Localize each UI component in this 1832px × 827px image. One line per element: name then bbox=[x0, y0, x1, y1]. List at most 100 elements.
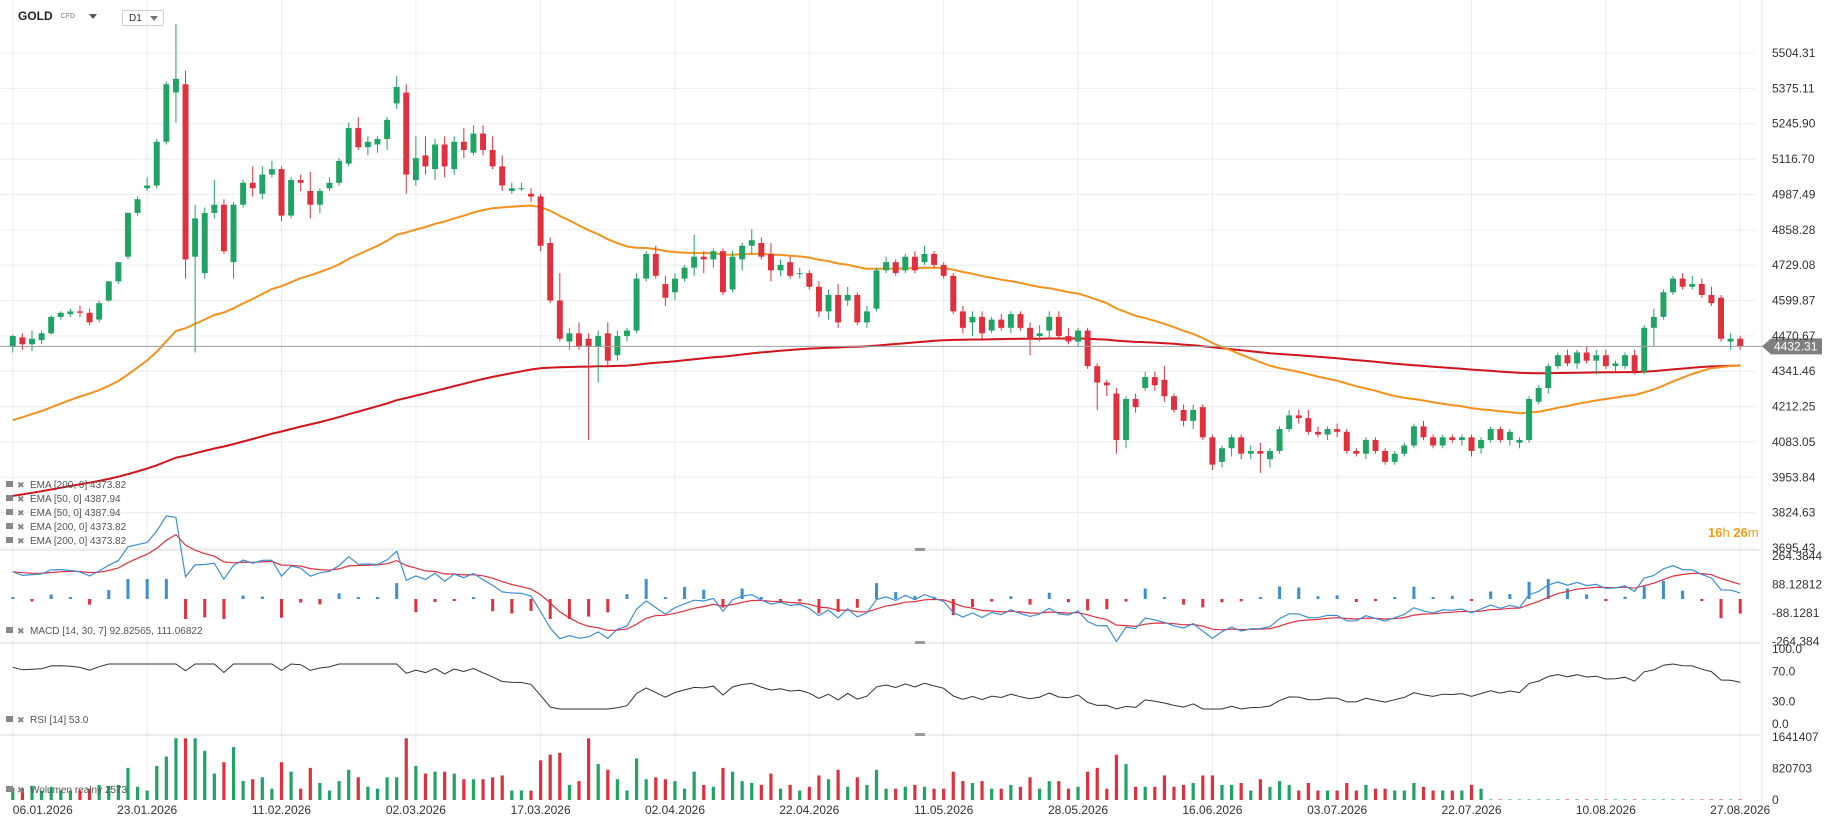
candle-down bbox=[441, 144, 448, 167]
macd-histogram-bar bbox=[587, 599, 591, 617]
candle-up bbox=[633, 278, 640, 331]
close-icon[interactable]: ✖ bbox=[17, 626, 25, 636]
legend-menu-icon[interactable] bbox=[6, 786, 13, 792]
volume-bar bbox=[1700, 799, 1704, 800]
candle-up bbox=[1535, 388, 1542, 402]
volume-bar bbox=[337, 781, 341, 800]
volume-bar bbox=[951, 771, 955, 800]
panel-resize-handle[interactable] bbox=[915, 641, 925, 644]
volume-bar bbox=[999, 788, 1003, 800]
macd-tick-label: -88.1281 bbox=[1772, 606, 1820, 620]
candle-up bbox=[96, 303, 103, 320]
macd-histogram-bar bbox=[855, 599, 859, 608]
legend-menu-icon[interactable] bbox=[6, 481, 13, 487]
volume-bar bbox=[385, 777, 389, 800]
candle-down bbox=[537, 196, 544, 246]
volume-bar bbox=[750, 782, 754, 800]
macd-histogram-bar bbox=[452, 599, 456, 601]
candle-down bbox=[499, 166, 506, 186]
legend-menu-icon[interactable] bbox=[6, 627, 13, 633]
macd-histogram-bar bbox=[1258, 597, 1262, 599]
volume-bar bbox=[1086, 771, 1090, 800]
candle-up bbox=[1401, 445, 1408, 454]
chevron-down-icon[interactable] bbox=[89, 13, 98, 19]
macd-histogram-bar bbox=[1431, 597, 1435, 599]
panel-resize-handle[interactable] bbox=[915, 733, 925, 736]
volume-bar bbox=[836, 769, 840, 800]
volume-bar bbox=[932, 788, 936, 800]
candle-down bbox=[576, 333, 582, 347]
volume-bar bbox=[1393, 790, 1397, 800]
price-tick-label: 4729.08 bbox=[1772, 258, 1816, 272]
candle-down bbox=[1180, 409, 1187, 421]
legend-menu-icon[interactable] bbox=[6, 537, 13, 543]
macd-histogram-bar bbox=[740, 588, 744, 599]
close-icon[interactable]: ✖ bbox=[17, 522, 25, 532]
x-tick-label: 27.08.2026 bbox=[1710, 803, 1770, 817]
macd-histogram-bar bbox=[721, 599, 725, 608]
candle-up bbox=[1458, 437, 1465, 441]
macd-histogram-bar bbox=[1623, 596, 1627, 599]
volume-bar bbox=[375, 788, 380, 800]
volume-bar bbox=[347, 769, 351, 800]
volume-bar bbox=[462, 779, 466, 800]
candle-down bbox=[1718, 297, 1724, 339]
volume-bar bbox=[1345, 782, 1349, 800]
macd-histogram-bar bbox=[1239, 599, 1243, 602]
volume-bar bbox=[203, 750, 207, 800]
close-icon[interactable]: ✖ bbox=[17, 494, 25, 504]
macd-histogram-bar bbox=[241, 595, 245, 599]
close-icon[interactable]: ✖ bbox=[17, 785, 25, 795]
legend-menu-icon[interactable] bbox=[6, 509, 13, 515]
volume-bar bbox=[145, 790, 149, 800]
volume-bar bbox=[586, 738, 591, 800]
price-tick-label: 4858.28 bbox=[1772, 223, 1816, 237]
candle-down bbox=[1564, 355, 1571, 364]
candle-up bbox=[1142, 377, 1149, 389]
macd-histogram-bar bbox=[1585, 594, 1589, 599]
macd-histogram-bar bbox=[817, 599, 821, 614]
candle-up bbox=[902, 256, 909, 271]
candle-up bbox=[384, 119, 391, 140]
candle-up bbox=[1612, 363, 1619, 367]
volume-bar bbox=[116, 784, 120, 800]
panel-resize-handle[interactable] bbox=[915, 548, 925, 551]
volume-bar bbox=[1546, 799, 1550, 800]
volume-bar bbox=[279, 762, 284, 800]
legend-menu-icon[interactable] bbox=[6, 495, 13, 501]
candle-down bbox=[700, 256, 707, 260]
candle-countdown: 16h 26m bbox=[1708, 525, 1759, 540]
volume-bar bbox=[155, 765, 159, 800]
candle-down bbox=[998, 319, 1005, 328]
symbol-selector[interactable]: GOLD CFD bbox=[18, 9, 98, 23]
volume-bar bbox=[1565, 799, 1570, 800]
macd-legend-label: MACD [14, 30, 7] 92.82565, 111.06822 bbox=[30, 626, 203, 637]
legend-menu-icon[interactable] bbox=[6, 523, 13, 529]
timeframe-selector[interactable]: D1 bbox=[122, 10, 164, 26]
close-icon[interactable]: ✖ bbox=[17, 480, 25, 490]
volume-bar bbox=[1335, 790, 1339, 800]
candle-up bbox=[1046, 316, 1053, 331]
close-icon[interactable]: ✖ bbox=[17, 715, 25, 725]
volume-bar bbox=[299, 788, 303, 800]
close-icon[interactable]: ✖ bbox=[17, 536, 25, 546]
chevron-down-icon[interactable] bbox=[149, 15, 158, 21]
macd-histogram-bar bbox=[875, 583, 878, 599]
close-icon[interactable]: ✖ bbox=[17, 508, 25, 518]
macd-histogram-bar bbox=[1393, 597, 1397, 599]
volume-bar bbox=[1172, 786, 1176, 800]
price-tick-label: 4599.87 bbox=[1772, 294, 1816, 308]
volume-bar bbox=[1316, 790, 1320, 800]
legend-menu-icon[interactable] bbox=[6, 716, 13, 722]
macd-histogram-bar bbox=[1220, 599, 1224, 603]
candle-up bbox=[230, 204, 237, 263]
macd-histogram-bar bbox=[1316, 596, 1320, 599]
volume-bar bbox=[1421, 786, 1426, 800]
volume-bar bbox=[1018, 786, 1023, 800]
candle-down bbox=[1334, 429, 1341, 432]
candle-up bbox=[201, 212, 208, 274]
volume-bar bbox=[692, 771, 696, 800]
volume-bar bbox=[1498, 799, 1502, 800]
price-tick-label: 5375.11 bbox=[1772, 81, 1815, 95]
